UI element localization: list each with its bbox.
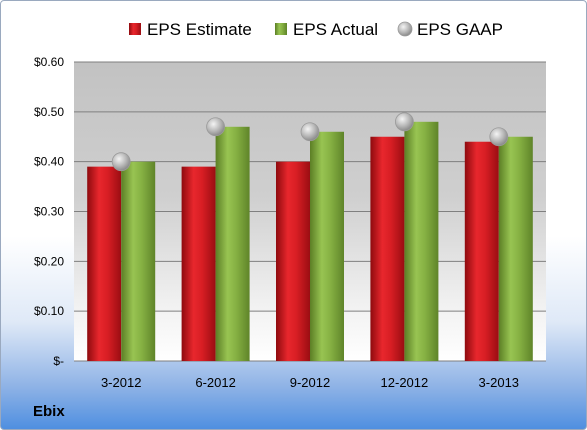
bar-eps-actual — [215, 126, 250, 362]
point-eps-gaap — [111, 152, 131, 172]
legend-label: EPS GAAP — [417, 20, 503, 39]
y-tick-label: $0.60 — [34, 55, 64, 69]
company-name: Ebix — [33, 403, 65, 420]
y-tick-label: $- — [53, 354, 64, 368]
bar-eps-estimate — [87, 166, 122, 361]
bar-eps-estimate — [464, 141, 499, 361]
bar-eps-estimate — [276, 161, 310, 361]
x-tick-label: 3-2012 — [101, 375, 141, 390]
y-tick-label: $0.20 — [34, 254, 64, 268]
legend-marker-eps-actual — [275, 23, 287, 35]
legend-marker-eps-gaap — [397, 21, 413, 37]
y-tick-label: $0.50 — [34, 105, 64, 119]
point-eps-gaap — [489, 127, 509, 147]
bar-eps-actual — [310, 131, 344, 361]
bar-eps-actual — [404, 121, 439, 361]
bar-eps-estimate — [181, 166, 216, 361]
legend-label: EPS Actual — [293, 20, 378, 39]
x-tick-label: 12-2012 — [381, 375, 429, 390]
x-tick-label: 6-2012 — [195, 375, 235, 390]
x-tick-label: 9-2012 — [290, 375, 330, 390]
legend-label: EPS Estimate — [147, 20, 252, 39]
legend-marker-eps-estimate — [129, 23, 141, 35]
y-tick-label: $0.40 — [34, 155, 64, 169]
point-eps-gaap — [206, 117, 226, 137]
bar-eps-actual — [498, 136, 533, 361]
point-eps-gaap — [394, 112, 414, 132]
point-eps-gaap — [300, 122, 320, 142]
y-tick-label: $0.10 — [34, 304, 64, 318]
y-tick-label: $0.30 — [34, 205, 64, 219]
bar-eps-actual — [121, 161, 156, 361]
bar-eps-estimate — [370, 136, 405, 361]
x-tick-label: 3-2013 — [479, 375, 519, 390]
